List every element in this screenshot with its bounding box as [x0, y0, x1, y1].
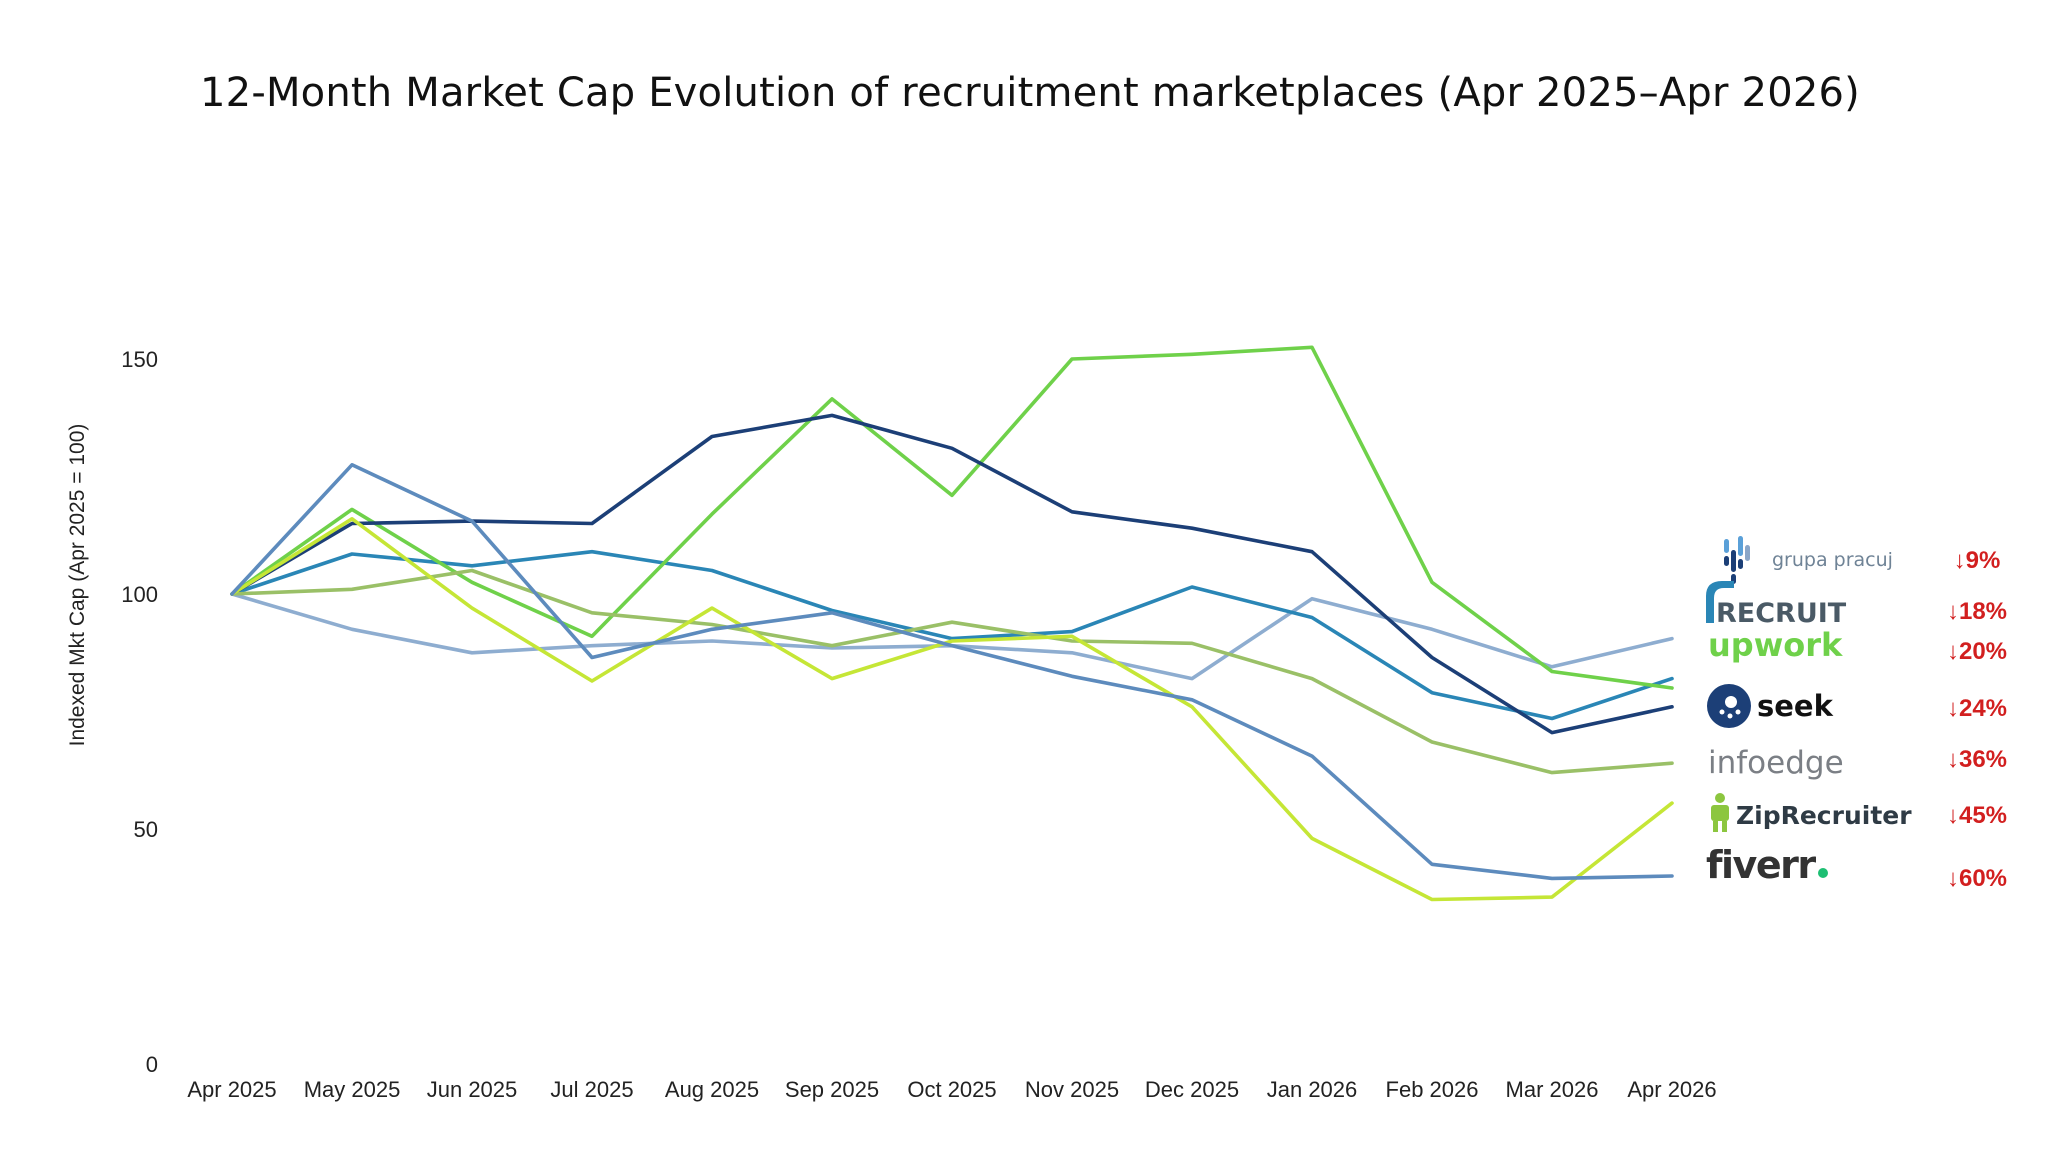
legend-seek: seek ↓24% [1707, 684, 2007, 728]
y-tick-label: 150 [121, 347, 158, 372]
legend-recruit: RECRUIT ↓18% [1706, 581, 2007, 629]
y-axis-title: Indexed Mkt Cap (Apr 2025 = 100) [66, 424, 89, 747]
ziprecruiter-logo-text: ZipRecruiter [1736, 801, 1912, 830]
y-tick-label: 100 [121, 582, 158, 607]
x-tick-label: May 2025 [304, 1077, 401, 1102]
fiverr-logo-text: fiverr [1706, 843, 1816, 887]
recruit-logo-text: RECRUIT [1716, 598, 1847, 629]
y-tick-label: 50 [134, 817, 158, 842]
seek-logo-text: seek [1757, 689, 1834, 723]
series-line-upwork [230, 345, 1674, 690]
x-tick-label: Apr 2026 [1627, 1077, 1716, 1102]
series-line-grupa-pracuj [230, 592, 1674, 681]
recruit-logo-icon [1706, 581, 1734, 623]
x-tick-label: Jun 2025 [427, 1077, 518, 1102]
change-label-upwork: ↓20% [1947, 638, 2007, 665]
grupa-pracuj-logo-text: grupa pracuj [1772, 549, 1893, 571]
x-tick-label: Sep 2025 [785, 1077, 879, 1102]
x-tick-label: Dec 2025 [1145, 1077, 1239, 1102]
x-tick-label: Jul 2025 [550, 1077, 633, 1102]
x-tick-label: Jan 2026 [1267, 1077, 1358, 1102]
chart-title: 12-Month Market Cap Evolution of recruit… [200, 70, 1860, 116]
series-line-fiverr [230, 462, 1674, 881]
x-tick-label: Nov 2025 [1025, 1077, 1119, 1102]
change-label-ziprecruiter: ↓45% [1947, 802, 2007, 829]
seek-logo-icon [1707, 684, 1751, 728]
series-line-ziprecruiter [230, 516, 1674, 902]
infoedge-logo-text: infoedge [1708, 745, 1844, 781]
fiverr-dot-icon [1818, 868, 1828, 878]
legend-ziprecruiter: ZipRecruiter ↓45% [1711, 793, 2007, 832]
legend-upwork: upwork ↓20% [1708, 626, 2007, 665]
series-line-recruit [230, 549, 1674, 721]
legend: grupa pracuj ↓9% RECRUIT ↓18% upwork ↓20… [1706, 536, 2007, 892]
x-axis: Apr 2025 May 2025 Jun 2025 Jul 2025 Aug 2025… [187, 1077, 1716, 1102]
x-tick-label: Apr 2025 [187, 1077, 276, 1102]
y-tick-label: 0 [146, 1052, 158, 1077]
change-label-seek: ↓24% [1947, 695, 2007, 722]
ziprecruiter-logo-icon [1711, 793, 1729, 832]
series-lines [230, 345, 1674, 902]
grupa-pracuj-logo-icon [1724, 536, 1750, 584]
x-tick-label: Mar 2026 [1506, 1077, 1599, 1102]
x-tick-label: Feb 2026 [1386, 1077, 1479, 1102]
legend-grupa-pracuj: grupa pracuj ↓9% [1724, 536, 2000, 584]
change-label-recruit: ↓18% [1947, 598, 2007, 625]
upwork-logo-text: upwork [1708, 626, 1843, 664]
y-axis: 0 50 100 150 [121, 347, 158, 1077]
change-label-grupa-pracuj: ↓9% [1954, 547, 2001, 574]
series-line-infoedge [230, 568, 1674, 775]
x-tick-label: Oct 2025 [907, 1077, 996, 1102]
change-label-fiverr: ↓60% [1947, 865, 2007, 892]
change-label-infoedge: ↓36% [1947, 746, 2007, 773]
x-tick-label: Aug 2025 [665, 1077, 759, 1102]
legend-infoedge: infoedge ↓36% [1708, 745, 2007, 781]
legend-fiverr: fiverr ↓60% [1706, 843, 2007, 892]
